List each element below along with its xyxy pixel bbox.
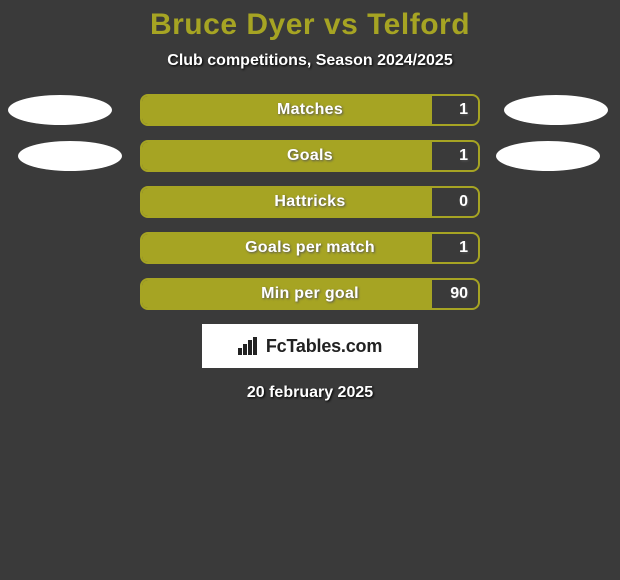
stat-value: 1	[459, 96, 468, 124]
stat-bar: Min per goal 90	[140, 278, 480, 310]
brand-text: FcTables.com	[266, 336, 382, 357]
stat-label: Matches	[142, 96, 478, 124]
player-marker-left	[8, 95, 112, 125]
stat-label: Hattricks	[142, 188, 478, 216]
barchart-icon	[238, 337, 260, 355]
stat-row: Goals per match 1	[0, 232, 620, 264]
stat-value: 1	[459, 234, 468, 262]
stats-card: Bruce Dyer vs Telford Club competitions,…	[0, 0, 620, 580]
stat-value: 1	[459, 142, 468, 170]
stat-bar: Goals per match 1	[140, 232, 480, 264]
stat-row: Hattricks 0	[0, 186, 620, 218]
stat-row: Matches 1	[0, 94, 620, 126]
stat-label: Goals per match	[142, 234, 478, 262]
stat-row: Min per goal 90	[0, 278, 620, 310]
brand-badge: FcTables.com	[202, 324, 418, 368]
date-text: 20 february 2025	[0, 384, 620, 402]
player-marker-left	[18, 141, 122, 171]
stat-label: Goals	[142, 142, 478, 170]
stat-value: 0	[459, 188, 468, 216]
player-marker-right	[504, 95, 608, 125]
player-marker-right	[496, 141, 600, 171]
subtitle: Club competitions, Season 2024/2025	[0, 52, 620, 70]
page-title: Bruce Dyer vs Telford	[0, 0, 620, 42]
stat-row: Goals 1	[0, 140, 620, 172]
stat-bar: Hattricks 0	[140, 186, 480, 218]
stat-label: Min per goal	[142, 280, 478, 308]
stat-rows: Matches 1 Goals 1 Hattricks 0	[0, 94, 620, 310]
stat-value: 90	[450, 280, 468, 308]
stat-bar: Matches 1	[140, 94, 480, 126]
stat-bar: Goals 1	[140, 140, 480, 172]
